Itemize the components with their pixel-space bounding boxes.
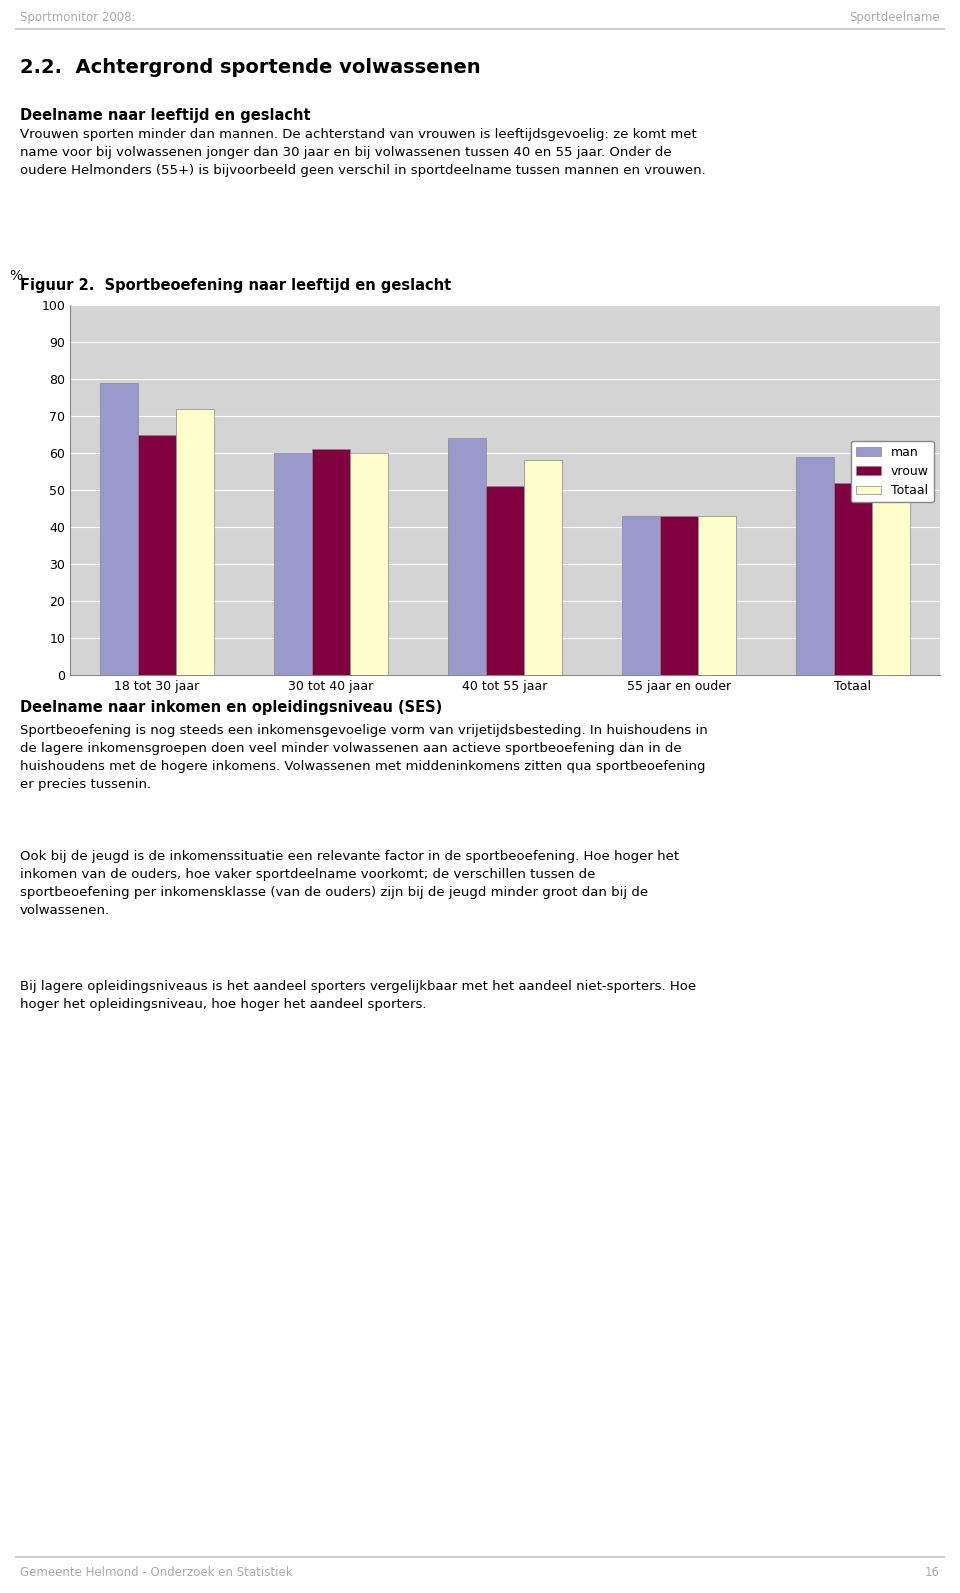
Text: Sportbeoefening is nog steeds een inkomensgevoelige vorm van vrijetijdsbesteding: Sportbeoefening is nog steeds een inkome… [20, 723, 708, 792]
Bar [660, 516, 698, 675]
Bar [100, 382, 138, 675]
Text: Sportdeelname: Sportdeelname [850, 11, 940, 24]
Bar [447, 438, 486, 675]
Text: Figuur 2.  Sportbeoefening naar leeftijd en geslacht: Figuur 2. Sportbeoefening naar leeftijd … [20, 279, 451, 293]
Text: 16: 16 [925, 1566, 940, 1579]
Bar [274, 452, 312, 675]
Bar [524, 460, 563, 675]
Text: Vrouwen sporten minder dan mannen. De achterstand van vrouwen is leeftijdsgevoel: Vrouwen sporten minder dan mannen. De ac… [20, 127, 706, 177]
Bar [312, 449, 350, 675]
Bar [486, 486, 524, 675]
Legend: man, vrouw, Totaal: man, vrouw, Totaal [851, 441, 934, 502]
Text: Deelname naar inkomen en opleidingsniveau (SES): Deelname naar inkomen en opleidingsnivea… [20, 699, 443, 715]
Text: Sportmonitor 2008:: Sportmonitor 2008: [20, 11, 135, 24]
Text: 2.2.  Achtergrond sportende volwassenen: 2.2. Achtergrond sportende volwassenen [20, 57, 481, 76]
Text: Gemeente Helmond - Onderzoek en Statistiek: Gemeente Helmond - Onderzoek en Statisti… [20, 1566, 293, 1579]
Text: Deelname naar leeftijd en geslacht: Deelname naar leeftijd en geslacht [20, 108, 311, 123]
Bar [176, 408, 214, 675]
Text: Bij lagere opleidingsniveaus is het aandeel sporters vergelijkbaar met het aande: Bij lagere opleidingsniveaus is het aand… [20, 980, 696, 1012]
Bar [698, 516, 736, 675]
Text: Ook bij de jeugd is de inkomenssituatie een relevante factor in de sportbeoefeni: Ook bij de jeugd is de inkomenssituatie … [20, 851, 679, 918]
Bar [138, 435, 176, 675]
Bar [834, 483, 872, 675]
Bar [872, 472, 910, 675]
Text: %: % [9, 269, 22, 284]
Bar [621, 516, 660, 675]
Bar [350, 452, 389, 675]
Bar [796, 457, 834, 675]
